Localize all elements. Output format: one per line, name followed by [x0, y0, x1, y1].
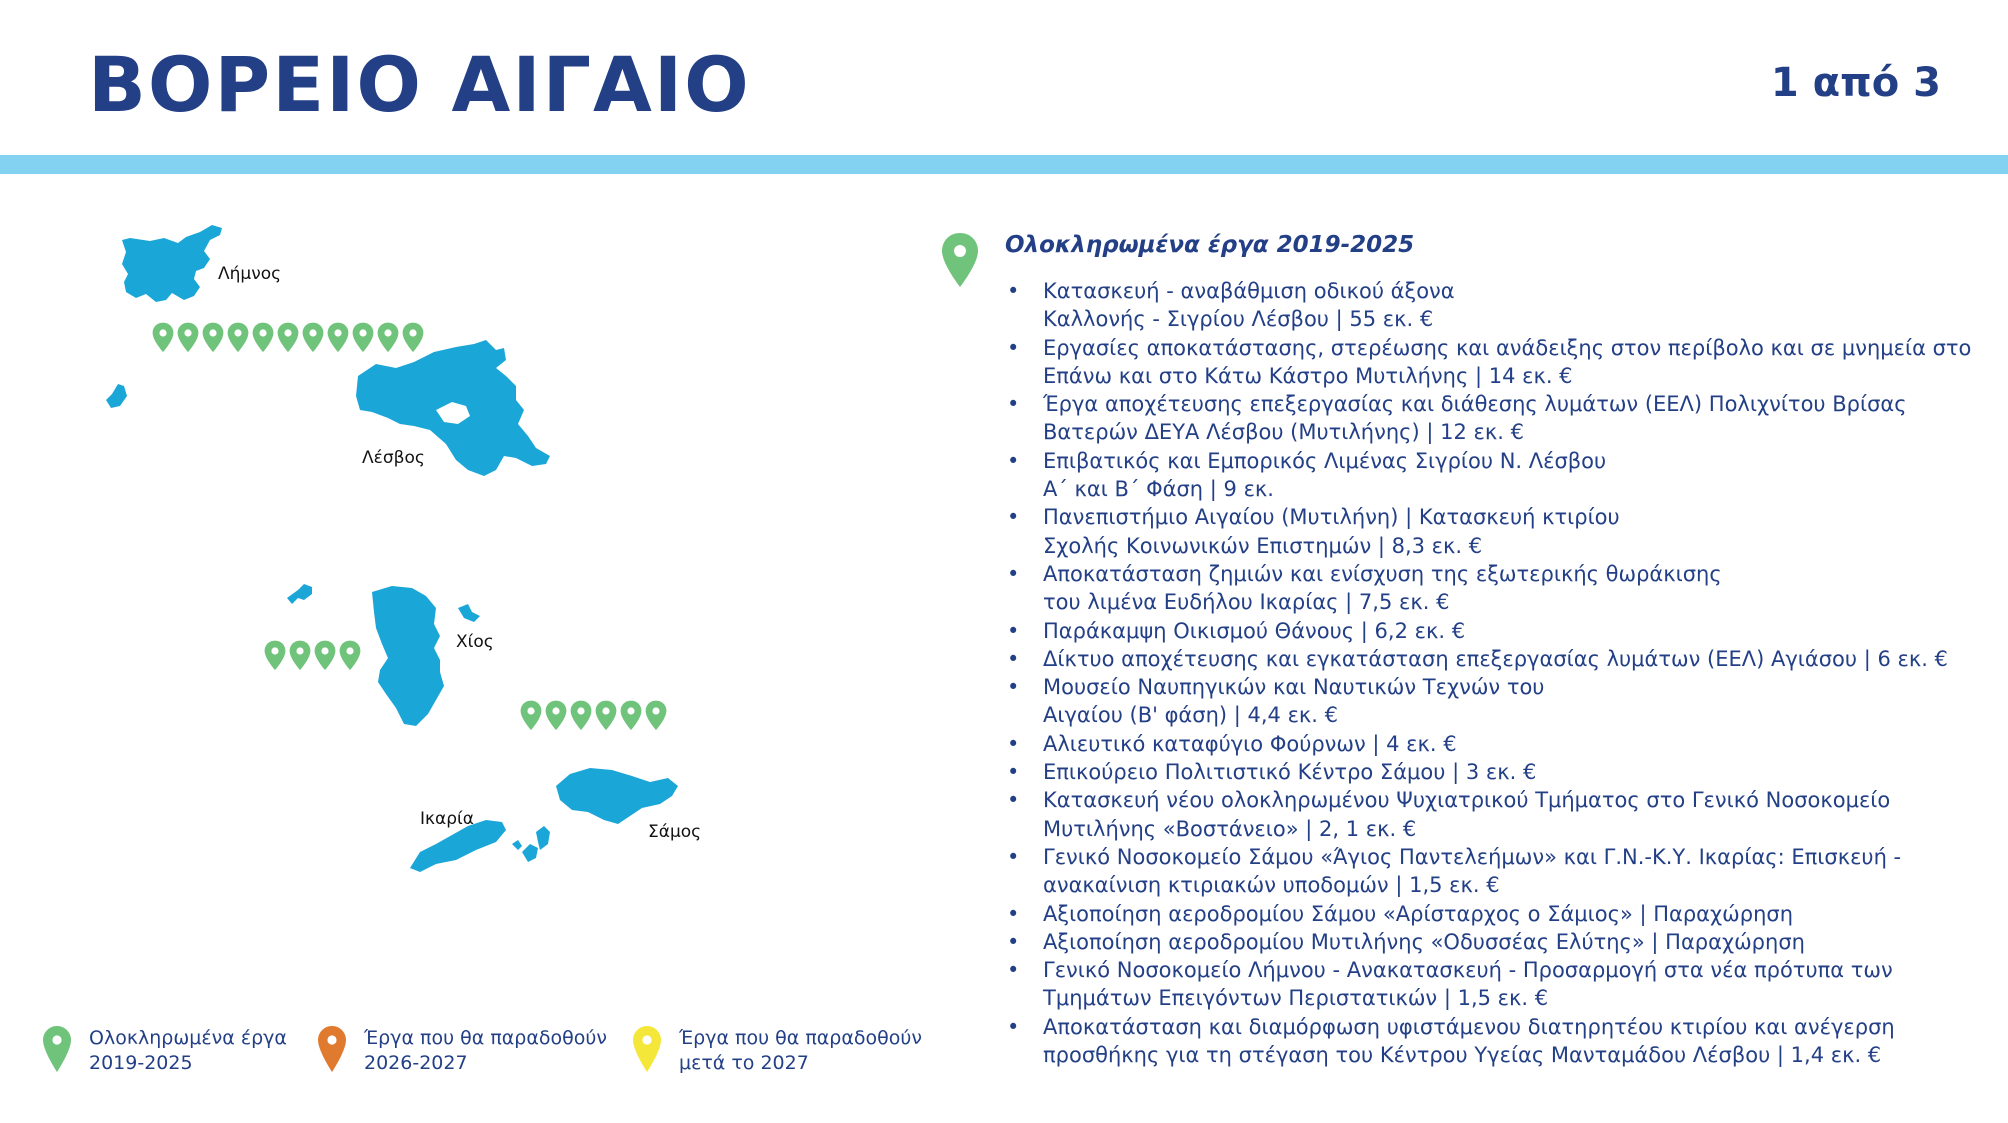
pins-chios — [263, 639, 362, 672]
green-map-pin-icon — [351, 321, 375, 354]
green-map-pin-icon — [326, 321, 350, 354]
orange-map-pin-icon — [318, 1026, 346, 1072]
region-map-svg: Λήμνος Λέσβος Χίος Ικαρία — [106, 225, 701, 872]
green-map-pin-icon — [226, 321, 250, 354]
project-item: Γενικό Νοσοκομείο Λήμνου - Ανακατασκευή … — [1005, 956, 1985, 1013]
region-map: Λήμνος Λέσβος Χίος Ικαρία — [0, 180, 940, 900]
project-item: Εργασίες αποκατάστασης, στερέωσης και αν… — [1005, 334, 1985, 391]
project-item: Αξιοποίηση αεροδρομίου Σάμου «Αρίσταρχος… — [1005, 900, 1985, 929]
green-map-pin-icon — [201, 321, 225, 354]
green-map-pin-icon — [594, 699, 618, 732]
green-map-pin-icon — [43, 1026, 71, 1072]
legend-label-2026-2027: Έργα που θα παραδοθούν 2026-2027 — [364, 1027, 607, 1074]
green-map-pin-icon — [251, 321, 275, 354]
completed-projects-list: Κατασκευή - αναβάθμιση οδικού άξονα Καλλ… — [1005, 277, 1985, 1069]
project-item: Μουσείο Ναυπηγικών και Ναυτικών Τεχνών τ… — [1005, 673, 1985, 730]
island-label-samos: Σάμος — [648, 822, 701, 842]
project-item: Αποκατάσταση και διαμόρφωση υφιστάμενου … — [1005, 1013, 1985, 1070]
green-map-pin-icon — [519, 699, 543, 732]
legend-label-after-2027: Έργα που θα παραδοθούν μετά το 2027 — [679, 1027, 922, 1074]
pins-lemnos — [151, 321, 425, 354]
project-item: Κατασκευή - αναβάθμιση οδικού άξονα Καλλ… — [1005, 277, 1985, 334]
page-indicator: 1 από 3 — [1770, 60, 1941, 106]
project-item: Γενικό Νοσοκομείο Σάμου «Άγιος Παντελεήμ… — [1005, 843, 1985, 900]
project-item: Επιβατικός και Εμπορικός Λιμένας Σιγρίου… — [1005, 447, 1985, 504]
yellow-map-pin-icon — [633, 1026, 661, 1072]
pins-samos — [519, 699, 668, 732]
island-ikaria: Ικαρία — [410, 809, 506, 872]
islets-fourni — [512, 826, 550, 862]
project-item: Δίκτυο αποχέτευσης και εγκατάσταση επεξε… — [1005, 645, 1985, 674]
green-map-pin-icon — [942, 233, 978, 287]
project-item: Πανεπιστήμιο Αιγαίου (Μυτιλήνη) | Κατασκ… — [1005, 503, 1985, 560]
island-label-lemnos: Λήμνος — [218, 264, 281, 284]
island-lemnos: Λήμνος — [106, 225, 281, 408]
island-label-lesvos: Λέσβος — [362, 448, 425, 468]
islets-psara — [287, 584, 312, 604]
island-chios: Χίος — [372, 586, 494, 726]
island-label-chios: Χίος — [456, 632, 494, 652]
green-map-pin-icon — [288, 639, 312, 672]
island-lesvos: Λέσβος — [356, 340, 550, 476]
project-item: Αποκατάσταση ζημιών και ενίσχυση της εξω… — [1005, 560, 1985, 617]
island-label-ikaria: Ικαρία — [420, 809, 474, 829]
green-map-pin-icon — [401, 321, 425, 354]
project-item: Αξιοποίηση αεροδρομίου Μυτιλήνης «Οδυσσέ… — [1005, 928, 1985, 957]
project-item: Κατασκευή νέου ολοκληρωμένου Ψυχιατρικού… — [1005, 786, 1985, 843]
green-map-pin-icon — [644, 699, 668, 732]
green-map-pin-icon — [151, 321, 175, 354]
green-map-pin-icon — [619, 699, 643, 732]
green-map-pin-icon — [544, 699, 568, 732]
map-legend: Ολοκληρωμένα έργα 2019-2025 Έργα που θα … — [42, 1020, 942, 1080]
project-item: Αλιευτικό καταφύγιο Φούρνων | 4 εκ. € — [1005, 730, 1985, 759]
project-item: Παράκαμψη Οικισμού Θάνους | 6,2 εκ. € — [1005, 617, 1985, 646]
project-item: Έργα αποχέτευσης επεξεργασίας και διάθεσ… — [1005, 390, 1985, 447]
island-samos: Σάμος — [556, 768, 701, 842]
green-map-pin-icon — [376, 321, 400, 354]
green-map-pin-icon — [276, 321, 300, 354]
green-map-pin-icon — [313, 639, 337, 672]
green-map-pin-icon — [569, 699, 593, 732]
green-map-pin-icon — [338, 639, 362, 672]
completed-projects-heading: Ολοκληρωμένα έργα 2019-2025 — [1005, 232, 1415, 258]
header-divider-band — [0, 155, 2008, 174]
project-item: Επικούρειο Πολιτιστικό Κέντρο Σάμου | 3 … — [1005, 758, 1985, 787]
green-map-pin-icon — [301, 321, 325, 354]
green-map-pin-icon — [176, 321, 200, 354]
green-map-pin-icon — [263, 639, 287, 672]
page-title: ΒΟΡΕΙΟ ΑΙΓΑΙΟ — [88, 40, 751, 129]
legend-label-completed: Ολοκληρωμένα έργα 2019-2025 — [89, 1027, 287, 1074]
